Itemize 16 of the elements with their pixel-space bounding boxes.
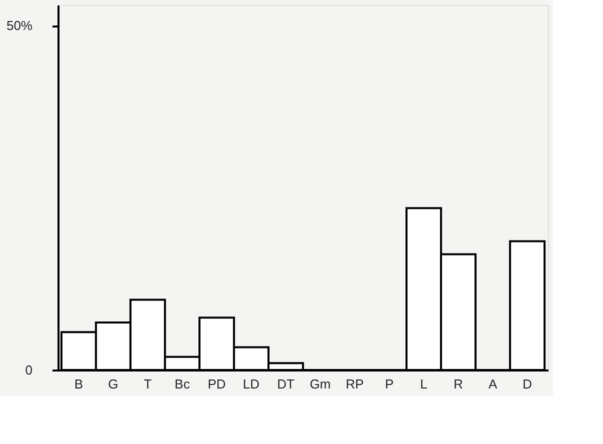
y-tick-label: 0 xyxy=(25,362,32,378)
x-tick-label: R xyxy=(454,376,463,392)
x-tick-label: Bc xyxy=(174,376,190,392)
x-tick-label: B xyxy=(74,376,84,392)
x-tick-label: L xyxy=(420,376,428,392)
x-tick-label: T xyxy=(144,376,152,392)
x-tick-label: RP xyxy=(346,376,364,392)
x-tick-label: LD xyxy=(242,376,260,392)
x-tick-label: P xyxy=(384,376,394,392)
x-tick-label: DT xyxy=(277,376,294,392)
x-tick-label: G xyxy=(108,376,118,392)
x-tick-label: Gm xyxy=(310,376,331,392)
x-tick-label: PD xyxy=(208,376,226,392)
x-tick-label: D xyxy=(522,376,532,392)
y-tick-label: 50% xyxy=(6,18,33,34)
x-tick-label: A xyxy=(488,376,498,392)
